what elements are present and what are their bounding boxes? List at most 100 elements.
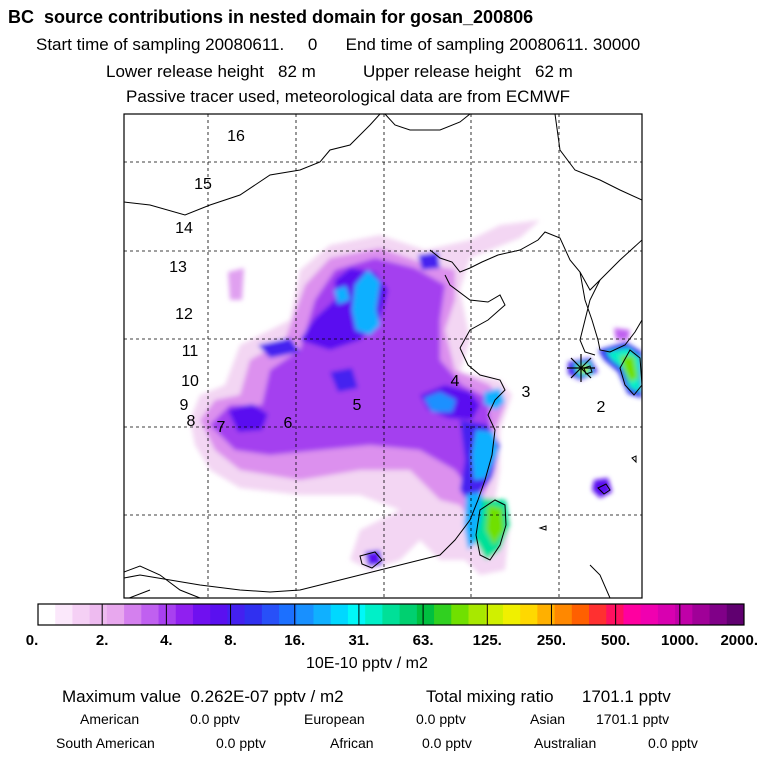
colorbar-swatch [347, 604, 366, 625]
african-value: 0.0 pptv [422, 735, 472, 751]
contour-level-2b [228, 268, 244, 300]
colorbar-tick-label: 1000. [661, 632, 699, 649]
island-small-1 [538, 525, 547, 531]
colorbar-swatch [434, 604, 452, 625]
coast-japan [619, 349, 642, 396]
colorbar-swatch [106, 604, 125, 625]
colorbar-unit: 10E-10 pptv / m2 [306, 655, 428, 672]
colorbar-swatch [554, 604, 573, 625]
contour-level-8d [258, 338, 300, 358]
colorbar-swatch [141, 604, 160, 625]
island-okinawa [597, 483, 611, 495]
american-label: American [80, 711, 140, 727]
region-label-10: 10 [181, 373, 199, 390]
receptor-marker [567, 354, 595, 382]
colorbar-swatch [416, 604, 435, 625]
sampling-times: Start time of sampling 20080611. 0 End t… [36, 35, 641, 54]
border-mongolia [124, 114, 381, 216]
colorbar-swatch [520, 604, 538, 625]
concentration-field [190, 220, 642, 575]
total-mixing-ratio: Total mixing ratio 1701.1 pptv [426, 687, 671, 706]
colorbar-swatch [330, 604, 349, 625]
region-label-11: 11 [182, 343, 199, 360]
contour-level-16b [334, 286, 350, 304]
colorbar-swatch [537, 604, 556, 625]
region-label-9: 9 [180, 397, 189, 414]
colorbar-swatch [175, 604, 194, 625]
colorbar-swatch [675, 604, 693, 625]
contour-level-16d [472, 430, 498, 480]
colorbar-labels: 0. 2. 4. 8. 16. 31. 63. 125. 250. 500. 1000. 2000. [26, 604, 758, 649]
contour-level-8i [592, 478, 612, 498]
region-label-2: 2 [597, 399, 606, 416]
colorbar-tick-label: 125. [473, 632, 502, 649]
contour-level-8e [330, 368, 358, 392]
colorbar-swatch [279, 604, 297, 625]
region-label-12: 12 [175, 306, 193, 323]
european-label: European [304, 711, 365, 727]
contour-level-16e [484, 388, 505, 410]
region-label-5: 5 [353, 397, 362, 414]
colorbar-tick-label: 16. [284, 632, 305, 649]
colorbar-tick-label: 500. [601, 632, 630, 649]
coast-east [124, 347, 506, 593]
contour-level-8c [228, 404, 268, 432]
african-label: African [330, 735, 374, 751]
colorbar-swatch [210, 604, 228, 625]
colorbar-swatch [571, 604, 590, 625]
colorbar-swatch [38, 604, 56, 625]
colorbar-swatch [124, 604, 142, 625]
european-value: 0.0 pptv [416, 711, 466, 727]
coast-korea-west [579, 279, 601, 356]
colorbar-swatch [502, 604, 521, 625]
colorbar-swatch [640, 604, 659, 625]
colorbar-swatch [709, 604, 728, 625]
colorbar-tick-label: 63. [413, 632, 434, 649]
colorbar-swatch [726, 604, 745, 625]
colorbar-swatch [606, 604, 624, 625]
south-american-value: 0.0 pptv [216, 735, 266, 751]
region-grid [124, 114, 642, 598]
region-label-15: 15 [194, 176, 212, 193]
colorbar-swatch [382, 604, 401, 625]
colorbar-swatch [55, 604, 73, 625]
contour-level-16 [352, 270, 380, 335]
colorbar-swatch [192, 604, 211, 625]
region-label-14: 14 [175, 220, 193, 237]
border-north [384, 114, 471, 131]
tracer-info: Passive tracer used, meteorological data… [126, 87, 571, 106]
region-label-13: 13 [169, 259, 187, 276]
contour-level-8f [418, 252, 440, 270]
australian-value: 0.0 pptv [648, 735, 698, 751]
colorbar [37, 603, 745, 626]
colorbar-swatch [89, 604, 108, 625]
region-labels: 16 15 14 13 12 11 10 98 7 6 5 4 3 2 [169, 128, 605, 436]
colorbar-swatch [589, 604, 607, 625]
region-label-7: 7 [217, 419, 226, 436]
colorbar-swatch [623, 604, 642, 625]
coastlines [124, 114, 642, 598]
asian-label: Asian [530, 711, 566, 727]
max-value: Maximum value 0.262E-07 pptv / m2 [62, 687, 344, 706]
colorbar-swatch [468, 604, 487, 625]
colorbar-tick-label: 4. [160, 632, 173, 649]
colorbar-tick-label: 2. [96, 632, 109, 649]
colorbar-swatch [227, 604, 246, 625]
australian-label: Australian [534, 735, 597, 751]
contour-level-63c [620, 356, 638, 382]
coast-shandong [444, 274, 506, 349]
colorbar-swatch [244, 604, 263, 625]
border-manchuria [554, 114, 642, 201]
colorbar-swatch [451, 604, 469, 625]
colorbar-tick-label: 8. [224, 632, 237, 649]
region-label-3: 3 [522, 384, 531, 401]
coast-hainan [359, 551, 383, 569]
colorbar-swatch [692, 604, 711, 625]
colorbar-swatch [261, 604, 280, 625]
colorbar-swatch [657, 604, 676, 625]
colorbar-swatch [72, 604, 91, 625]
south-american-label: South American [56, 735, 155, 751]
colorbar-swatch [158, 604, 177, 625]
colorbar-tick-label: 2000. [720, 632, 758, 649]
